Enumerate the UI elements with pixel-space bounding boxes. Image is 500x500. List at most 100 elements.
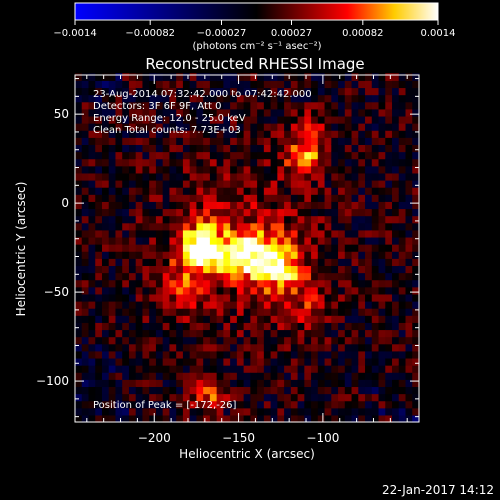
heatmap-cell [169, 265, 177, 274]
heatmap-cell [128, 194, 137, 202]
heatmap-cell [344, 158, 353, 167]
heatmap-cell [304, 329, 312, 338]
heatmap-cell [304, 172, 312, 181]
heatmap-cell [128, 244, 137, 252]
heatmap-cell [223, 144, 231, 153]
heatmap-cell [311, 357, 319, 366]
heatmap-cell [115, 400, 123, 409]
heatmap-cell [162, 179, 171, 188]
heatmap-cell [257, 336, 265, 345]
heatmap-cell [216, 293, 224, 302]
heatmap-cell [176, 201, 184, 210]
heatmap-cell [331, 101, 339, 110]
heatmap-cell [189, 322, 198, 331]
heatmap-cell [250, 244, 258, 252]
heatmap-cell [135, 300, 144, 309]
heatmap-cell [142, 151, 150, 160]
heatmap-cell [135, 101, 144, 110]
heatmap-cell [304, 258, 312, 267]
heatmap-cell [189, 414, 198, 423]
heatmap-cell [257, 400, 265, 409]
heatmap-cell [236, 208, 245, 217]
heatmap-cell [189, 265, 198, 274]
heatmap-cell [182, 372, 191, 380]
heatmap-cell [75, 108, 83, 117]
heatmap-cell [81, 108, 90, 117]
heatmap-cell [311, 343, 319, 352]
heatmap-cell [169, 315, 177, 323]
heatmap-cell [250, 137, 258, 145]
heatmap-cell [135, 365, 144, 373]
heatmap-cell [385, 407, 393, 416]
heatmap-cell [176, 187, 184, 195]
heatmap-cell [155, 123, 164, 131]
heatmap-cell [317, 215, 326, 224]
heatmap-cell [176, 393, 184, 402]
heatmap-cell [371, 300, 380, 309]
heatmap-cell [290, 357, 299, 366]
heatmap-cell [398, 179, 407, 188]
heatmap-cell [405, 336, 413, 345]
heatmap-cell [209, 293, 218, 302]
heatmap-cell [351, 208, 359, 217]
heatmap-cell [250, 265, 258, 274]
heatmap-cell [304, 115, 312, 124]
heatmap-cell [284, 101, 292, 110]
heatmap-cell [398, 236, 407, 245]
heatmap-cell [263, 272, 272, 281]
heatmap-cell [135, 407, 144, 416]
heatmap-cell [277, 236, 285, 245]
heatmap-cell [216, 194, 224, 202]
heatmap-cell [338, 201, 346, 210]
heatmap-cell [324, 322, 332, 331]
heatmap-cell [270, 229, 278, 238]
heatmap-cell [236, 279, 245, 288]
heatmap-cell [95, 151, 103, 160]
heatmap-cell [385, 108, 393, 117]
heatmap-cell [149, 158, 157, 167]
heatmap-cell [155, 372, 164, 380]
heatmap-cell [115, 215, 123, 224]
heatmap-cell [88, 222, 96, 231]
heatmap-cell [378, 144, 386, 153]
heatmap-cell [142, 286, 150, 295]
heatmap-cell [155, 115, 164, 124]
heatmap-cell [338, 393, 346, 402]
heatmap-cell [135, 279, 144, 288]
heatmap-cell [412, 300, 420, 309]
heatmap-cell [338, 179, 346, 188]
heatmap-cell [250, 279, 258, 288]
heatmap-cell [243, 315, 251, 323]
heatmap-cell [149, 236, 157, 245]
heatmap-cell [196, 222, 204, 231]
heatmap-cell [162, 400, 171, 409]
heatmap-cell [81, 322, 90, 331]
heatmap-cell [385, 158, 393, 167]
heatmap-cell [392, 379, 400, 388]
heatmap-cell [405, 293, 413, 302]
heatmap-cell [115, 80, 123, 89]
heatmap-cell [344, 343, 353, 352]
heatmap-cell [277, 165, 285, 174]
heatmap-cell [324, 158, 332, 167]
heatmap-cell [115, 94, 123, 103]
heatmap-cell [149, 315, 157, 323]
heatmap-cell [243, 123, 251, 131]
heatmap-cell [371, 322, 380, 331]
heatmap-cell [243, 101, 251, 110]
heatmap-cell [155, 94, 164, 103]
heatmap-cell [304, 165, 312, 174]
heatmap-cell [250, 293, 258, 302]
heatmap-cell [196, 137, 204, 145]
heatmap-cell [398, 123, 407, 131]
heatmap-cell [344, 108, 353, 117]
heatmap-cell [351, 379, 359, 388]
heatmap-cell [142, 386, 150, 395]
heatmap-cell [176, 115, 184, 124]
heatmap-cell [297, 194, 305, 202]
heatmap-cell [263, 187, 272, 195]
heatmap-cell [101, 123, 110, 131]
heatmap-cell [365, 350, 373, 359]
heatmap-cell [196, 251, 204, 259]
heatmap-cell [142, 179, 150, 188]
